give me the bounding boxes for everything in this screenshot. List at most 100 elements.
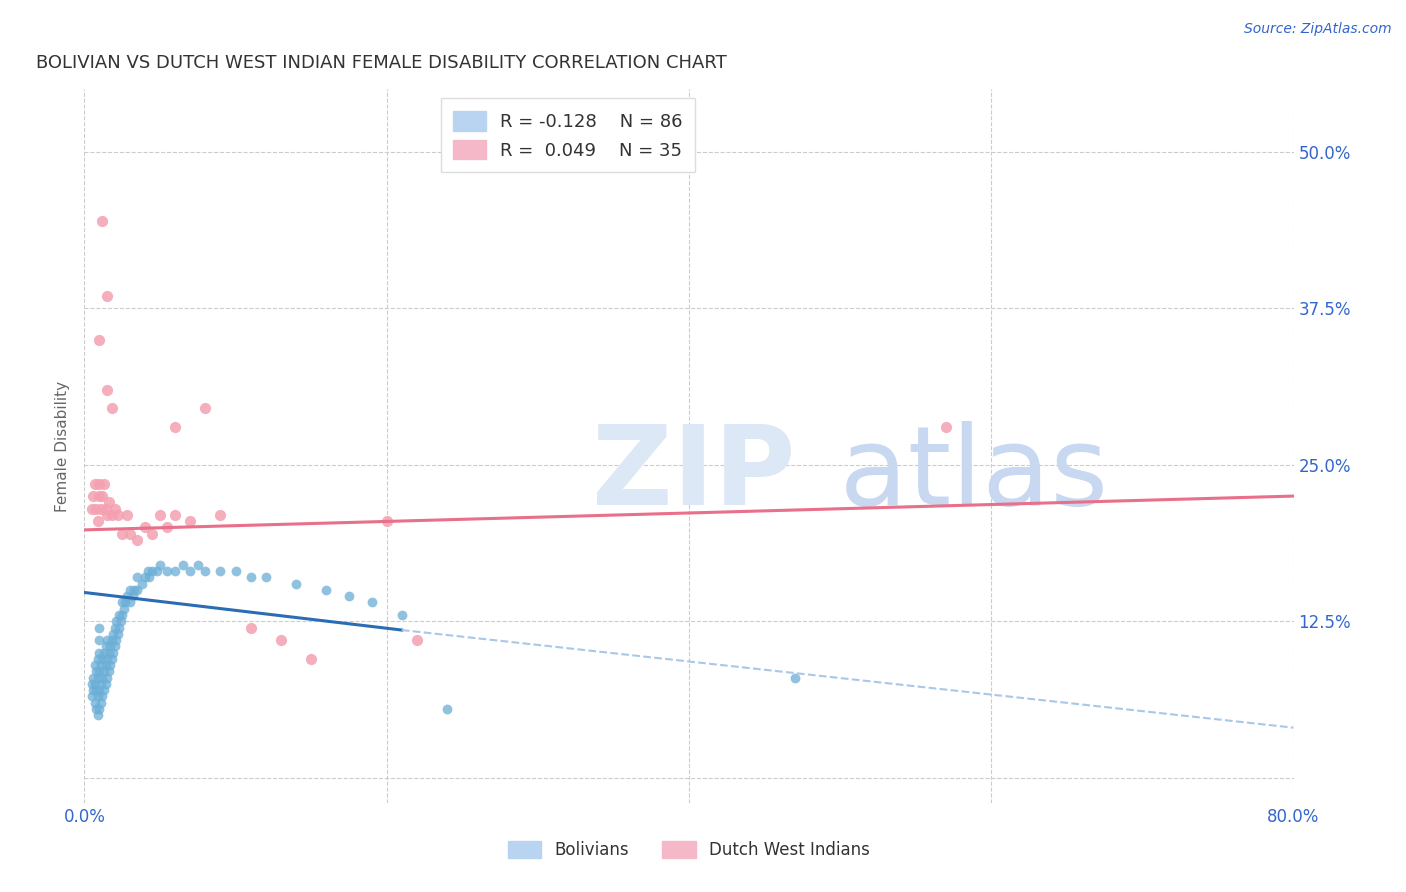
Point	[101, 627, 124, 641]
Point	[118, 582, 141, 597]
Point	[94, 501, 117, 516]
Point	[100, 401, 122, 416]
Point	[115, 508, 138, 522]
Point	[391, 607, 413, 622]
Point	[165, 420, 187, 434]
Point	[89, 646, 111, 660]
Point	[127, 533, 149, 547]
Point	[87, 671, 110, 685]
Point	[80, 501, 103, 516]
Point	[89, 702, 111, 716]
Point	[100, 652, 122, 666]
Point	[96, 289, 118, 303]
Point	[87, 690, 110, 704]
Text: BOLIVIAN VS DUTCH WEST INDIAN FEMALE DISABILITY CORRELATION CHART: BOLIVIAN VS DUTCH WEST INDIAN FEMALE DIS…	[37, 54, 727, 72]
Point	[84, 677, 107, 691]
Point	[86, 665, 108, 679]
Point	[84, 658, 107, 673]
Point	[94, 658, 117, 673]
Point	[89, 683, 111, 698]
Point	[239, 570, 262, 584]
Point	[149, 558, 172, 572]
Point	[179, 514, 201, 528]
Point	[136, 564, 159, 578]
Point	[114, 595, 136, 609]
Point	[93, 665, 115, 679]
Point	[149, 508, 172, 522]
Point	[96, 671, 118, 685]
Point	[89, 333, 111, 347]
Point	[138, 570, 160, 584]
Point	[86, 702, 108, 716]
Point	[935, 420, 957, 434]
Point	[285, 576, 308, 591]
Point	[194, 401, 217, 416]
Point	[118, 526, 141, 541]
Point	[97, 665, 120, 679]
Point	[93, 476, 115, 491]
Point	[141, 564, 163, 578]
Point	[209, 564, 232, 578]
Point	[104, 501, 127, 516]
Text: atlas: atlas	[592, 421, 1108, 528]
Point	[270, 633, 292, 648]
Point	[360, 595, 382, 609]
Point	[84, 476, 107, 491]
Text: ZIP: ZIP	[592, 421, 796, 528]
Point	[96, 383, 118, 397]
Point	[96, 652, 118, 666]
Point	[122, 582, 145, 597]
Point	[98, 640, 121, 654]
Point	[91, 671, 114, 685]
Point	[254, 570, 277, 584]
Point	[80, 690, 103, 704]
Point	[111, 607, 134, 622]
Point	[187, 558, 209, 572]
Point	[299, 652, 322, 666]
Point	[90, 677, 112, 691]
Point	[94, 640, 117, 654]
Point	[82, 683, 104, 698]
Point	[165, 564, 187, 578]
Point	[315, 582, 337, 597]
Point	[107, 627, 129, 641]
Point	[406, 633, 429, 648]
Point	[97, 495, 120, 509]
Point	[156, 520, 179, 534]
Point	[96, 508, 118, 522]
Point	[89, 633, 111, 648]
Point	[87, 652, 110, 666]
Point	[94, 677, 117, 691]
Point	[86, 683, 108, 698]
Point	[90, 696, 112, 710]
Point	[104, 640, 127, 654]
Point	[112, 601, 135, 615]
Point	[156, 564, 179, 578]
Point	[86, 501, 108, 516]
Point	[91, 489, 114, 503]
Point	[96, 633, 118, 648]
Point	[100, 633, 122, 648]
Point	[91, 213, 114, 227]
Point	[134, 570, 156, 584]
Point	[239, 621, 262, 635]
Point	[111, 526, 134, 541]
Point	[146, 564, 169, 578]
Point	[93, 646, 115, 660]
Point	[108, 621, 131, 635]
Point	[82, 671, 104, 685]
Point	[84, 696, 107, 710]
Point	[436, 702, 458, 716]
Point	[127, 582, 149, 597]
Point	[108, 607, 131, 622]
Point	[89, 665, 111, 679]
Point	[98, 658, 121, 673]
Point	[82, 489, 104, 503]
Point	[105, 633, 128, 648]
Point	[93, 683, 115, 698]
Legend: Bolivians, Dutch West Indians: Bolivians, Dutch West Indians	[501, 834, 877, 866]
Point	[87, 514, 110, 528]
Point	[225, 564, 247, 578]
Point	[90, 501, 112, 516]
Point	[101, 646, 124, 660]
